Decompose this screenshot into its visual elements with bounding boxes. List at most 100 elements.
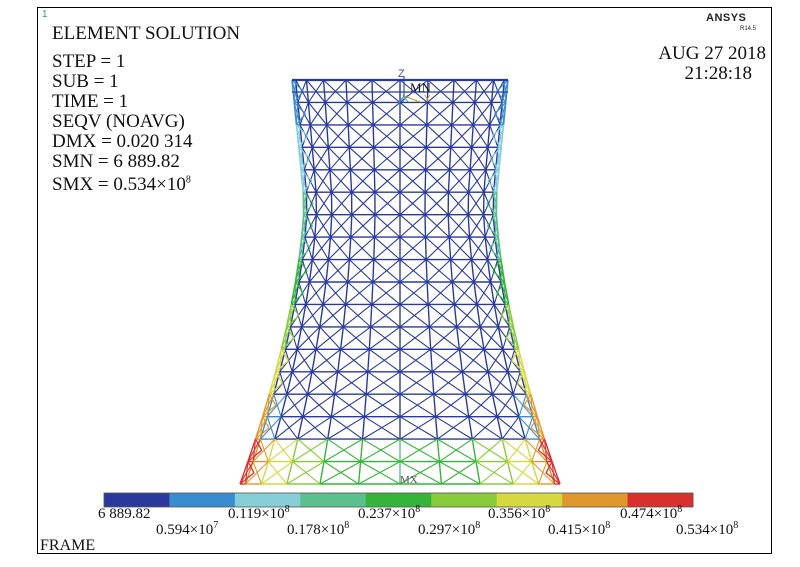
frame-member <box>493 304 499 328</box>
frame-member <box>506 461 514 485</box>
frame-member <box>362 416 401 440</box>
frame-member <box>315 191 332 216</box>
frame-member <box>505 79 509 103</box>
frame-member <box>267 438 276 462</box>
frame-member <box>262 416 270 429</box>
frame-member <box>347 259 351 283</box>
frame-member <box>323 438 329 462</box>
frame-member <box>293 102 298 125</box>
frame-member <box>298 135 309 148</box>
max-marker-label: MX <box>400 474 418 486</box>
frame-member <box>373 124 401 148</box>
frame-member <box>518 349 526 372</box>
frame-member <box>473 259 489 283</box>
frame-member <box>399 191 426 216</box>
legend-swatch <box>431 493 498 507</box>
frame-member <box>496 281 506 294</box>
frame-member <box>532 416 541 440</box>
frame-member <box>425 146 452 171</box>
frame-member <box>364 393 401 418</box>
legend-swatch <box>627 493 694 507</box>
frame-member <box>350 214 353 238</box>
frame-member <box>268 382 283 395</box>
frame-member <box>371 79 374 103</box>
frame-member <box>524 438 533 462</box>
frame-member <box>286 461 325 485</box>
clock-label: 21:28:18 <box>684 63 752 84</box>
frame-member <box>361 416 366 440</box>
frame-member <box>311 349 317 372</box>
frame-member <box>239 461 254 485</box>
frame-member <box>508 304 515 328</box>
frame-member <box>487 371 494 395</box>
frame-member <box>365 371 401 395</box>
frame-member <box>302 214 314 227</box>
frame-member <box>347 124 350 148</box>
frame-member <box>399 236 426 261</box>
frame-member <box>496 292 510 305</box>
frame-member <box>491 124 505 137</box>
frame-member <box>337 349 342 372</box>
frame-member <box>309 102 326 126</box>
frame-member <box>323 438 363 463</box>
frame-member <box>309 124 313 148</box>
frame-member <box>298 259 308 272</box>
frame-member <box>425 259 428 283</box>
frame-member <box>489 236 499 249</box>
frame-member <box>304 214 317 238</box>
frame-member <box>254 438 263 451</box>
frame-member <box>468 393 493 418</box>
frame-member <box>399 303 429 328</box>
frame-member <box>487 124 501 148</box>
frame-member <box>450 236 470 260</box>
frame-member <box>311 124 328 148</box>
frame-member <box>538 438 548 462</box>
frame-member <box>373 146 401 171</box>
frame-member <box>311 147 315 170</box>
frame-member <box>346 102 349 125</box>
frame-member <box>349 169 353 193</box>
date-label: AUG 27 2018 <box>658 43 766 64</box>
frame-member <box>431 371 435 395</box>
frame-member <box>485 147 499 171</box>
frame-member <box>399 326 430 350</box>
frame-member <box>319 461 325 485</box>
frame-member <box>447 169 451 193</box>
frame-member <box>291 348 317 373</box>
frame-member <box>298 259 313 283</box>
frame-member <box>322 79 326 103</box>
frame-member <box>467 169 471 193</box>
frame-member <box>469 147 473 170</box>
frame-member <box>280 394 288 417</box>
frame-member <box>262 404 277 418</box>
frame-member <box>399 214 426 238</box>
frame-member <box>471 416 498 440</box>
frame-member <box>425 124 428 148</box>
frame-member <box>331 169 351 193</box>
frame-member <box>295 124 309 137</box>
frame-member <box>315 326 344 350</box>
frame-member <box>427 281 453 305</box>
result-type-line: SEQV (NOAVG) <box>52 111 185 132</box>
frame-member <box>433 371 463 395</box>
frame-member <box>266 393 288 418</box>
legend-swatch <box>496 493 563 507</box>
frame-member <box>299 102 309 126</box>
frame-member <box>424 191 449 216</box>
time-line: TIME = 1 <box>52 91 129 112</box>
graphics-window-frame <box>37 7 772 554</box>
frame-member <box>357 461 362 485</box>
frame-member <box>456 326 461 350</box>
frame-member <box>311 237 316 260</box>
frame-member <box>501 416 520 440</box>
frame-member <box>449 259 453 283</box>
frame-member <box>298 146 311 160</box>
frame-member <box>351 169 375 193</box>
frame-member <box>476 281 492 305</box>
frame-member <box>359 439 364 462</box>
legend-swatch <box>562 493 629 507</box>
frame-member <box>297 416 332 440</box>
frame-member <box>530 427 545 440</box>
frame-member <box>339 326 344 350</box>
